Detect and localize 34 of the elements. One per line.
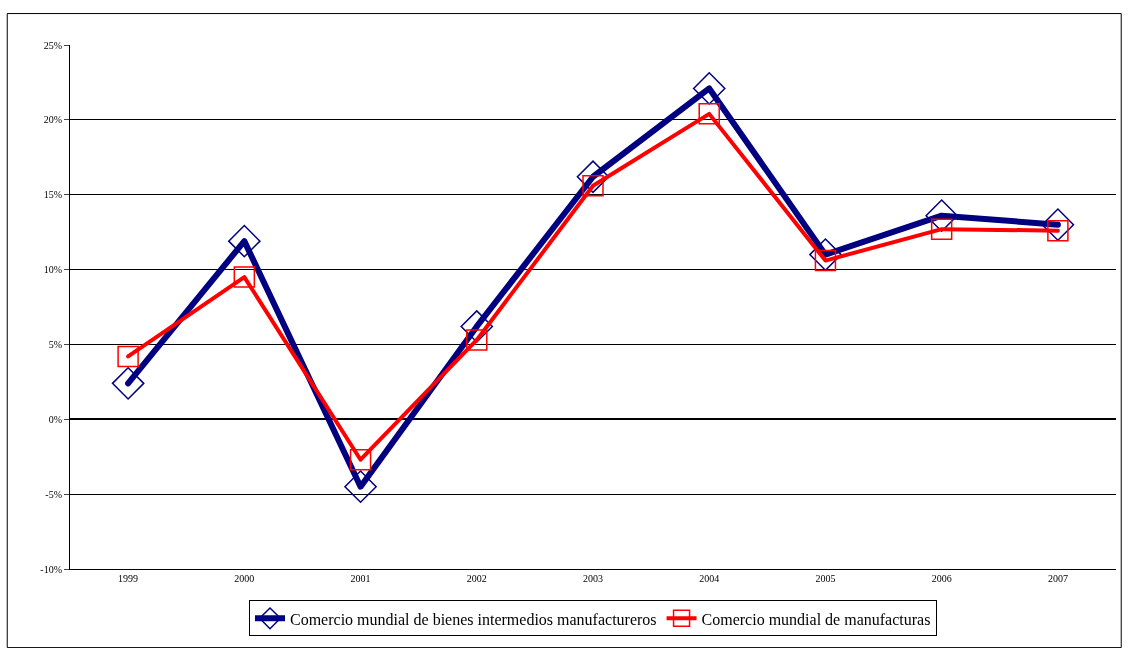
x-tick-label: 2004 bbox=[699, 573, 720, 584]
point bbox=[809, 238, 842, 271]
point bbox=[111, 367, 145, 400]
point bbox=[576, 160, 610, 194]
point bbox=[233, 266, 256, 288]
y-tick-label: 0% bbox=[48, 413, 62, 425]
x-tick-label: 1999 bbox=[118, 573, 139, 584]
y-tick-label: 15% bbox=[43, 189, 62, 201]
point bbox=[227, 224, 261, 258]
point bbox=[930, 218, 953, 240]
point bbox=[349, 448, 372, 471]
y-tick-label: 20% bbox=[43, 114, 62, 126]
x-tick-label: 2005 bbox=[815, 573, 836, 584]
y-tick-label: -10% bbox=[40, 563, 62, 575]
point bbox=[692, 72, 726, 105]
point bbox=[117, 345, 139, 368]
x-tick-label: 2006 bbox=[931, 573, 952, 584]
x-tick-label: 2003 bbox=[583, 573, 603, 584]
x-tick-label: 2000 bbox=[234, 573, 255, 584]
x-tick-label: 2002 bbox=[466, 573, 487, 584]
legend-label: Comercio mundial de bienes intermedios manufactureros bbox=[290, 610, 657, 628]
point bbox=[460, 310, 494, 343]
y-tick-label: 10% bbox=[43, 264, 62, 276]
point bbox=[344, 470, 377, 504]
y-tick-label: 25% bbox=[43, 39, 62, 51]
point bbox=[1041, 208, 1075, 242]
point bbox=[698, 103, 720, 125]
y-tick-label: 5% bbox=[48, 338, 62, 350]
x-tick-label: 2001 bbox=[350, 573, 371, 584]
y-tick-label: -5% bbox=[45, 488, 62, 500]
point bbox=[925, 199, 959, 233]
point bbox=[466, 329, 488, 351]
legend-label: Comercio mundial de manufacturas bbox=[701, 610, 931, 628]
x-tick-label: 2007 bbox=[1047, 573, 1068, 584]
